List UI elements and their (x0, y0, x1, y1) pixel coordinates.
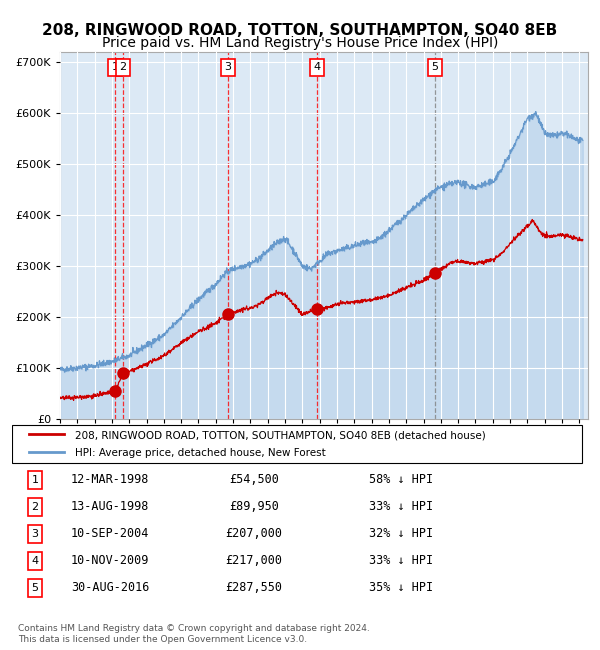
Text: 5: 5 (32, 583, 38, 593)
Text: £89,950: £89,950 (229, 500, 279, 514)
Text: 5: 5 (431, 62, 439, 72)
Text: £287,550: £287,550 (226, 581, 283, 594)
Text: 32% ↓ HPI: 32% ↓ HPI (369, 527, 433, 540)
Text: £207,000: £207,000 (226, 527, 283, 540)
Text: 30-AUG-2016: 30-AUG-2016 (71, 581, 149, 594)
Text: 1: 1 (112, 62, 119, 72)
Text: 3: 3 (32, 529, 38, 539)
Text: 208, RINGWOOD ROAD, TOTTON, SOUTHAMPTON, SO40 8EB (detached house): 208, RINGWOOD ROAD, TOTTON, SOUTHAMPTON,… (76, 430, 486, 440)
Text: 10-SEP-2004: 10-SEP-2004 (71, 527, 149, 540)
FancyBboxPatch shape (12, 425, 582, 463)
Text: £217,000: £217,000 (226, 554, 283, 567)
Text: 33% ↓ HPI: 33% ↓ HPI (369, 554, 433, 567)
Text: 13-AUG-1998: 13-AUG-1998 (71, 500, 149, 514)
Text: Contains HM Land Registry data © Crown copyright and database right 2024.
This d: Contains HM Land Registry data © Crown c… (18, 624, 370, 644)
Text: 33% ↓ HPI: 33% ↓ HPI (369, 500, 433, 514)
Text: £54,500: £54,500 (229, 473, 279, 486)
Text: 2: 2 (119, 62, 126, 72)
Text: 10-NOV-2009: 10-NOV-2009 (71, 554, 149, 567)
Text: 4: 4 (31, 556, 38, 566)
Text: HPI: Average price, detached house, New Forest: HPI: Average price, detached house, New … (76, 448, 326, 458)
Text: 58% ↓ HPI: 58% ↓ HPI (369, 473, 433, 486)
Text: 4: 4 (314, 62, 321, 72)
Text: 3: 3 (224, 62, 231, 72)
Text: 12-MAR-1998: 12-MAR-1998 (71, 473, 149, 486)
Text: 35% ↓ HPI: 35% ↓ HPI (369, 581, 433, 594)
Text: 2: 2 (31, 502, 38, 512)
Text: 1: 1 (32, 474, 38, 485)
Text: 208, RINGWOOD ROAD, TOTTON, SOUTHAMPTON, SO40 8EB: 208, RINGWOOD ROAD, TOTTON, SOUTHAMPTON,… (43, 23, 557, 38)
Text: Price paid vs. HM Land Registry's House Price Index (HPI): Price paid vs. HM Land Registry's House … (102, 36, 498, 50)
